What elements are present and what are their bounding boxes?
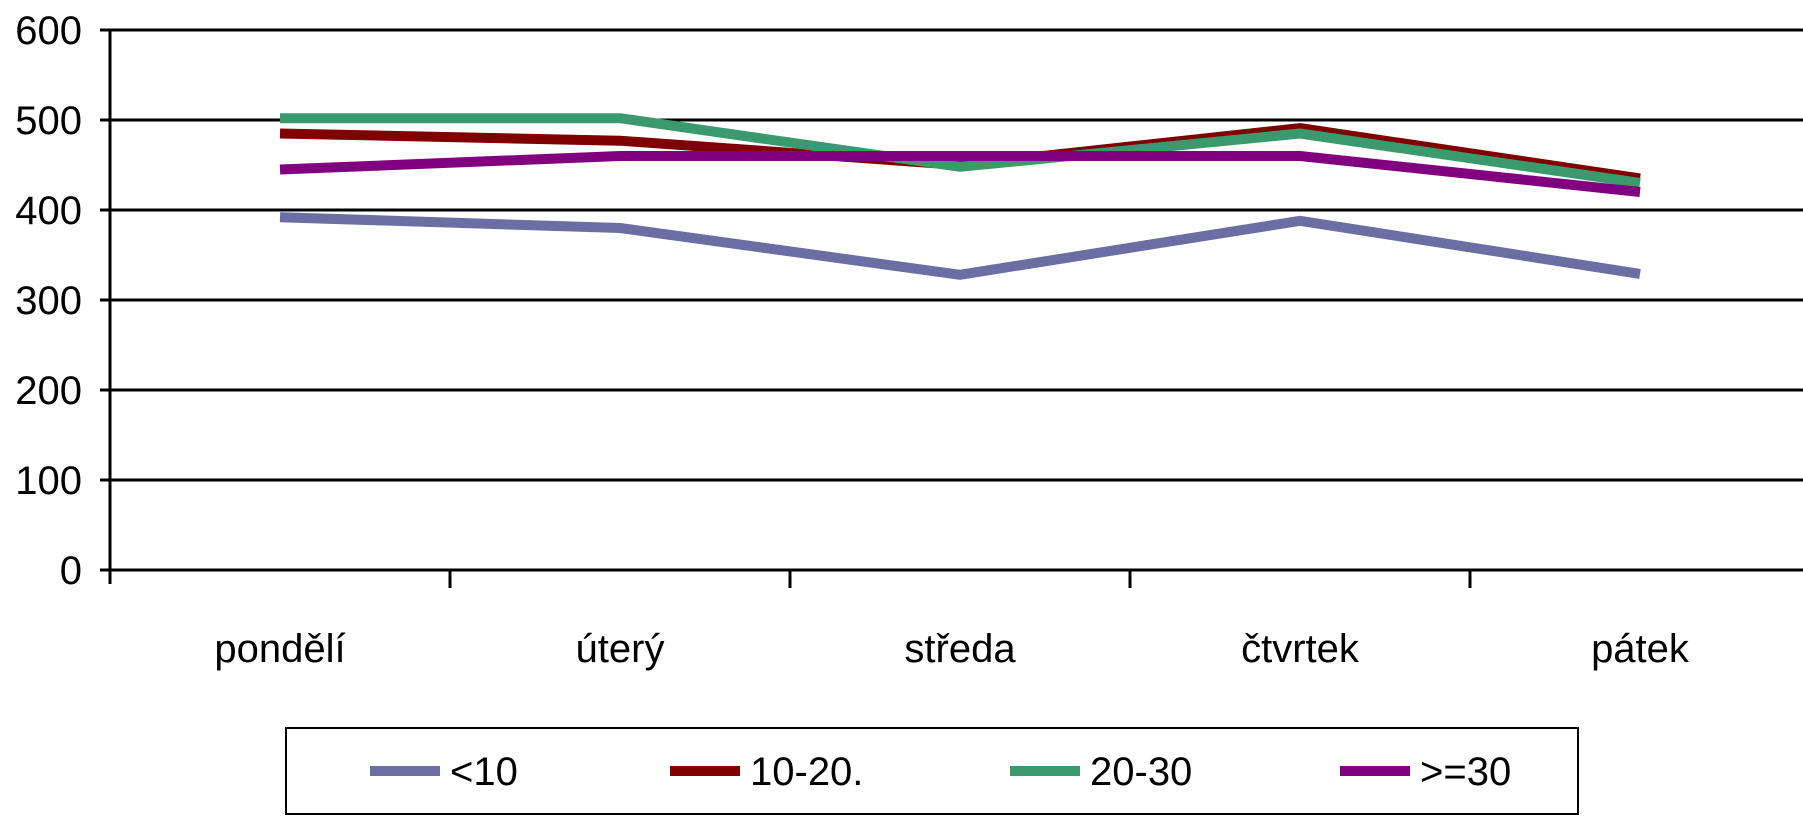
x-tick-label: pátek	[1591, 627, 1690, 671]
y-tick-label: 400	[15, 189, 82, 233]
y-tick-label: 600	[15, 9, 82, 53]
y-tick-label: 0	[60, 549, 82, 593]
legend: <10 10-20. 20-30 >=30	[285, 727, 1579, 815]
axes	[100, 28, 1803, 588]
y-tick-labels: 0 100 200 300 400 500 600	[15, 9, 82, 593]
y-tick-label: 500	[15, 99, 82, 143]
y-tick-label: 300	[15, 279, 82, 323]
legend-label: >=30	[1420, 750, 1511, 794]
y-tick-label: 100	[15, 459, 82, 503]
x-tick-label: čtvrtek	[1241, 627, 1360, 671]
x-tick-label: pondělí	[214, 627, 345, 671]
legend-label: 10-20.	[750, 750, 863, 794]
series-line-2	[280, 113, 1641, 188]
x-tick-label: úterý	[576, 627, 665, 671]
legend-label: 20-30	[1090, 750, 1192, 794]
x-tick-label: středa	[904, 627, 1016, 671]
legend-label: <10	[450, 750, 518, 794]
series-layer	[279, 113, 1641, 280]
x-tick-labels: pondělí úterý středa čtvrtek pátek	[214, 627, 1690, 671]
series-line-0	[279, 212, 1641, 280]
y-tick-label: 200	[15, 369, 82, 413]
series-line-3	[279, 151, 1641, 197]
